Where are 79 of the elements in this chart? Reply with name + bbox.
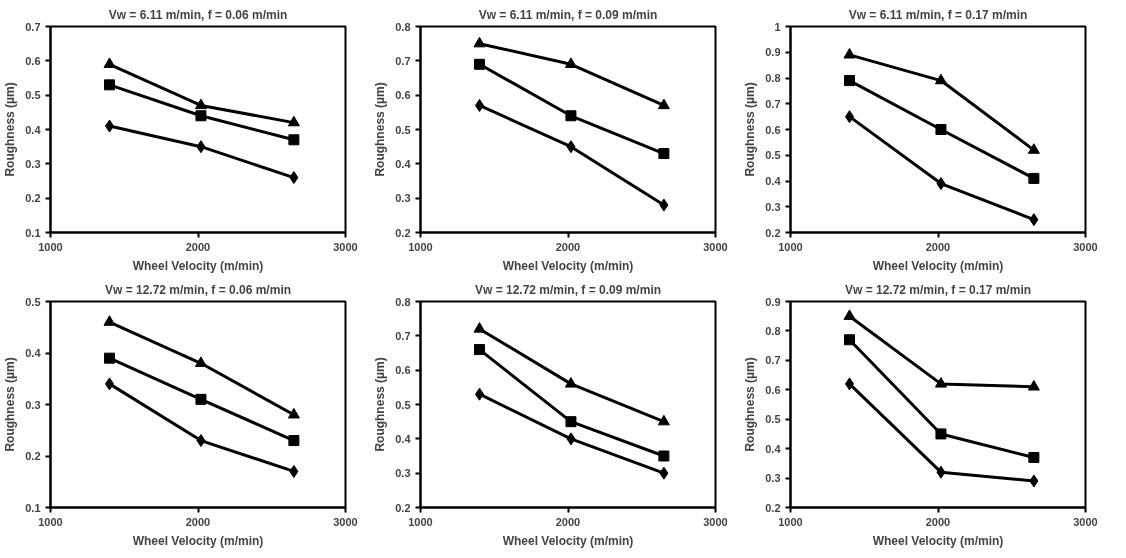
x-tick-label: 3000 [333,240,358,253]
x-tick-label: 2000 [925,240,951,253]
y-tick-label: 0.7 [765,354,781,367]
y-tick-label: 0.5 [765,149,781,162]
y-tick-label: 0.3 [395,467,411,480]
y-tick-label: 0.4 [25,347,42,359]
y-tick-label: 0.8 [395,295,411,308]
y-axis-title: Roughness (µm) [373,357,388,452]
y-tick-label: 0.6 [765,123,781,136]
y-tick-label: 0.5 [765,413,781,426]
y-tick-label: 0.4 [395,432,412,445]
x-tick-label: 2000 [555,515,581,528]
y-axis-title: Roughness (µm) [3,82,18,177]
x-tick-label: 1000 [38,515,63,528]
x-axis-title: Wheel Velocity (m/min) [502,258,634,273]
y-tick-label: 0.1 [25,501,41,514]
y-tick-label: 0.3 [765,472,781,485]
y-tick-label: 0.7 [395,54,411,67]
y-tick-label: 0.4 [765,175,782,187]
x-axis-title: Wheel Velocity (m/min) [132,258,264,273]
chart-title: Vw = 12.72 m/min, f = 0.09 m/min [474,282,662,297]
y-tick-label: 0.5 [25,89,41,102]
y-tick-label: 0.3 [25,398,41,411]
y-tick-label: 0.6 [395,364,411,377]
y-tick-label: 0.2 [765,501,781,514]
x-axis-title: Wheel Velocity (m/min) [132,533,264,548]
y-tick-label: 0.2 [395,501,411,514]
x-tick-label: 2000 [185,515,211,528]
chart-title: Vw = 6.11 m/min, f = 0.06 m/min [108,7,288,22]
y-tick-label: 0.2 [395,226,411,239]
y-tick-label: 0.1 [25,226,41,239]
x-tick-label: 1000 [408,515,433,528]
chart-title: Vw = 12.72 m/min, f = 0.17 m/min [844,282,1032,297]
y-axis-title: Roughness (µm) [373,82,388,177]
x-tick-label: 3000 [703,240,728,253]
x-tick-label: 3000 [1073,515,1098,528]
x-tick-label: 3000 [1073,240,1098,253]
x-tick-label: 2000 [555,240,581,253]
y-tick-label: 0.3 [765,200,781,213]
y-tick-label: 0.4 [25,123,42,136]
y-tick-label: 0.8 [765,324,781,337]
y-tick-label: 0.2 [25,450,41,462]
x-axis-title: Wheel Velocity (m/min) [872,533,1004,548]
y-tick-label: 0.4 [765,442,782,455]
x-tick-label: 1000 [778,240,803,253]
x-axis-title: Wheel Velocity (m/min) [872,258,1004,273]
y-tick-label: 0.5 [25,295,41,308]
x-tick-label: 2000 [185,240,211,253]
y-tick-label: 0.6 [395,89,411,102]
y-tick-label: 1 [774,20,781,33]
y-tick-label: 0.6 [25,54,41,67]
chart-title: Vw = 12.72 m/min, f = 0.06 m/min [104,282,292,297]
y-tick-label: 0.8 [765,72,781,84]
y-tick-label: 0.4 [395,157,412,170]
x-tick-label: 3000 [703,515,728,528]
y-tick-label: 0.2 [765,226,781,239]
x-tick-label: 1000 [38,240,63,253]
y-tick-label: 0.2 [25,192,41,205]
chart-title: Vw = 6.11 m/min, f = 0.09 m/min [478,7,658,22]
x-tick-label: 2000 [925,515,951,528]
y-axis-title: Roughness (µm) [743,82,758,177]
y-tick-label: 0.7 [395,329,411,342]
y-tick-label: 0.3 [25,157,41,170]
y-tick-label: 0.5 [395,398,411,411]
x-tick-label: 1000 [408,240,433,253]
x-tick-label: 1000 [778,515,803,528]
y-tick-label: 0.8 [395,20,411,33]
y-tick-label: 0.7 [765,97,781,110]
y-tick-label: 0.6 [765,383,781,396]
y-tick-label: 0.7 [25,20,41,33]
y-tick-label: 0.9 [765,295,781,308]
y-axis-title: Roughness (µm) [3,357,18,452]
x-axis-title: Wheel Velocity (m/min) [502,533,634,548]
chart-title: Vw = 6.11 m/min, f = 0.17 m/min [848,7,1028,22]
y-tick-label: 0.3 [395,192,411,205]
y-tick-label: 0.5 [395,123,411,136]
x-tick-label: 3000 [333,515,358,528]
y-axis-title: Roughness (µm) [743,357,758,452]
y-tick-label: 0.9 [765,46,781,59]
